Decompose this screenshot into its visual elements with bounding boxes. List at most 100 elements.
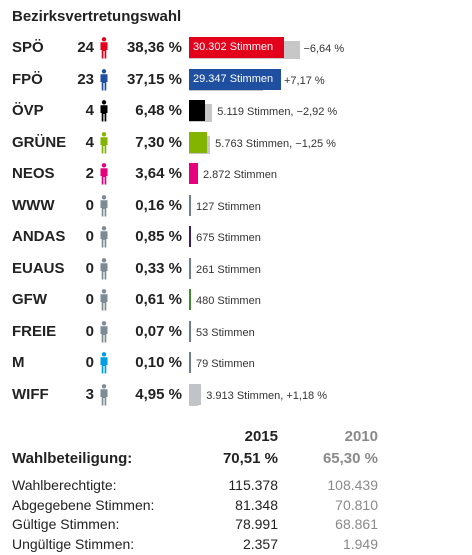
party-percent: 0,10 % bbox=[135, 354, 182, 371]
party-name: ÖVP bbox=[12, 102, 44, 119]
result-bar bbox=[189, 100, 206, 121]
party-row: M 0 0,10 % 79 Stimmen bbox=[0, 348, 472, 380]
party-row: WWW 0 0,16 % 127 Stimmen bbox=[0, 191, 472, 223]
party-name: EUAUS bbox=[12, 259, 65, 277]
party-name: FREIE bbox=[12, 322, 57, 340]
result-bar bbox=[189, 226, 192, 247]
result-bar bbox=[189, 289, 191, 310]
turnout-previous: 65,30 % bbox=[322, 450, 378, 467]
party-row: EUAUS 0 0,33 % 261 Stimmen bbox=[0, 254, 472, 286]
stats-row: Abgegebene Stimmen: 81.348 70.810 bbox=[0, 497, 472, 516]
party-seats: 3 bbox=[85, 385, 94, 403]
party-row: ÖVP 4 6,48 % 5.119 Stimmen, −2,92 % bbox=[0, 96, 472, 128]
party-name: GRÜNE bbox=[12, 133, 67, 151]
person-icon bbox=[100, 257, 108, 279]
stats-current: 81.348 bbox=[235, 496, 278, 513]
result-bar-area: 2.872 Stimmen bbox=[189, 163, 469, 187]
party-row: FPÖ 23 37,15 % 29.347 Stimmen +7,17 % bbox=[0, 65, 472, 97]
result-bar-area: 261 Stimmen bbox=[189, 257, 469, 282]
turnout-label: Wahlbeteiligung: bbox=[12, 450, 133, 467]
stats-row: Wahlberechtigte: 115.378 108.439 bbox=[0, 477, 472, 496]
party-percent: 7,30 % bbox=[135, 133, 182, 151]
result-bar-area: 30.302 Stimmen −6,64 % bbox=[189, 37, 469, 61]
votes-label: 2.872 Stimmen bbox=[203, 169, 277, 181]
party-percent: 6,48 % bbox=[135, 102, 182, 119]
votes-label: 5.119 Stimmen, −2,92 % bbox=[217, 106, 338, 118]
person-icon bbox=[100, 100, 108, 122]
result-bar-area: 127 Stimmen bbox=[189, 194, 469, 219]
party-seats: 24 bbox=[77, 39, 94, 56]
result-bar: 29.347 Stimmen bbox=[189, 68, 281, 90]
year-current-header: 2015 bbox=[244, 428, 278, 445]
person-icon bbox=[100, 37, 108, 59]
result-bar-area: 5.119 Stimmen, −2,92 % bbox=[189, 100, 469, 124]
stats-previous: 70.810 bbox=[335, 496, 378, 513]
result-bar: 30.302 Stimmen bbox=[189, 37, 284, 58]
result-bar-area: 5.763 Stimmen, −1,25 % bbox=[189, 131, 469, 156]
party-name: FPÖ bbox=[12, 70, 43, 88]
votes-label: 30.302 Stimmen bbox=[193, 41, 274, 53]
stats-row: Ungültige Stimmen: 2.357 1.949 bbox=[0, 536, 472, 555]
stats-previous: 68.861 bbox=[335, 516, 378, 532]
result-bar bbox=[189, 131, 208, 153]
party-row: WIFF 3 4,95 % 3.913 Stimmen, +1,18 % bbox=[0, 380, 472, 412]
party-seats: 23 bbox=[77, 70, 94, 88]
party-percent: 0,61 % bbox=[135, 291, 182, 308]
result-bar-area: 675 Stimmen bbox=[189, 226, 469, 250]
party-row: NEOS 2 3,64 % 2.872 Stimmen bbox=[0, 159, 472, 191]
party-row: GRÜNE 4 7,30 % 5.763 Stimmen, −1,25 % bbox=[0, 128, 472, 160]
party-seats: 0 bbox=[85, 259, 94, 277]
votes-label: 261 Stimmen bbox=[196, 263, 261, 276]
change-label: −6,64 % bbox=[303, 43, 345, 55]
stats-row: Gültige Stimmen: 78.991 68.861 bbox=[0, 516, 472, 535]
result-bar bbox=[189, 194, 191, 216]
party-name: NEOS bbox=[12, 165, 55, 182]
party-row: GFW 0 0,61 % 480 Stimmen bbox=[0, 285, 472, 317]
party-percent: 0,16 % bbox=[135, 196, 182, 214]
party-name: ANDAS bbox=[12, 228, 66, 245]
party-seats: 4 bbox=[85, 102, 94, 119]
stats-current: 78.991 bbox=[235, 516, 278, 532]
person-icon bbox=[100, 163, 108, 185]
votes-label: 79 Stimmen bbox=[196, 358, 255, 370]
party-percent: 0,85 % bbox=[135, 228, 182, 245]
person-icon bbox=[100, 383, 108, 405]
result-bar-area: 480 Stimmen bbox=[189, 289, 469, 313]
stats-label: Ungültige Stimmen: bbox=[12, 535, 135, 552]
change-label: +7,17 % bbox=[284, 74, 325, 87]
person-icon bbox=[100, 68, 108, 90]
person-icon bbox=[100, 194, 108, 216]
result-bar-area: 53 Stimmen bbox=[189, 320, 469, 345]
result-bar bbox=[189, 163, 198, 184]
stats-label: Wahlberechtigte: bbox=[12, 477, 117, 493]
page-title: Bezirksvertretungswahl bbox=[12, 8, 182, 25]
stats-previous: 1.949 bbox=[342, 535, 378, 552]
party-percent: 4,95 % bbox=[135, 385, 182, 403]
stats-current: 2.357 bbox=[242, 535, 278, 552]
party-name: WWW bbox=[12, 196, 55, 214]
party-seats: 4 bbox=[85, 133, 94, 151]
party-percent: 3,64 % bbox=[135, 165, 182, 182]
party-row: ANDAS 0 0,85 % 675 Stimmen bbox=[0, 222, 472, 254]
party-results-list: SPÖ 24 38,36 % 30.302 Stimmen −6,64 % FPÖ 23 37… bbox=[0, 33, 472, 411]
stats-label: Abgegebene Stimmen: bbox=[12, 496, 155, 513]
result-bar bbox=[189, 320, 191, 342]
person-icon bbox=[100, 352, 108, 374]
party-seats: 2 bbox=[85, 165, 94, 182]
person-icon bbox=[100, 131, 108, 153]
party-percent: 38,36 % bbox=[126, 39, 182, 56]
party-percent: 0,33 % bbox=[135, 259, 182, 277]
result-bar-area: 79 Stimmen bbox=[189, 352, 469, 376]
party-percent: 0,07 % bbox=[135, 322, 182, 340]
votes-label: 3.913 Stimmen, +1,18 % bbox=[206, 389, 328, 402]
party-row: SPÖ 24 38,36 % 30.302 Stimmen −6,64 % bbox=[0, 33, 472, 65]
result-bar-area: 3.913 Stimmen, +1,18 % bbox=[189, 383, 469, 408]
party-seats: 0 bbox=[85, 196, 94, 214]
turnout-current: 70,51 % bbox=[222, 450, 278, 467]
stats-current: 115.378 bbox=[228, 477, 278, 493]
votes-label: 127 Stimmen bbox=[196, 200, 261, 213]
votes-label: 5.763 Stimmen, −1,25 % bbox=[215, 137, 336, 150]
party-name: WIFF bbox=[12, 385, 49, 403]
result-bar-area: 29.347 Stimmen +7,17 % bbox=[189, 68, 469, 93]
stats-previous: 108.439 bbox=[327, 477, 378, 493]
